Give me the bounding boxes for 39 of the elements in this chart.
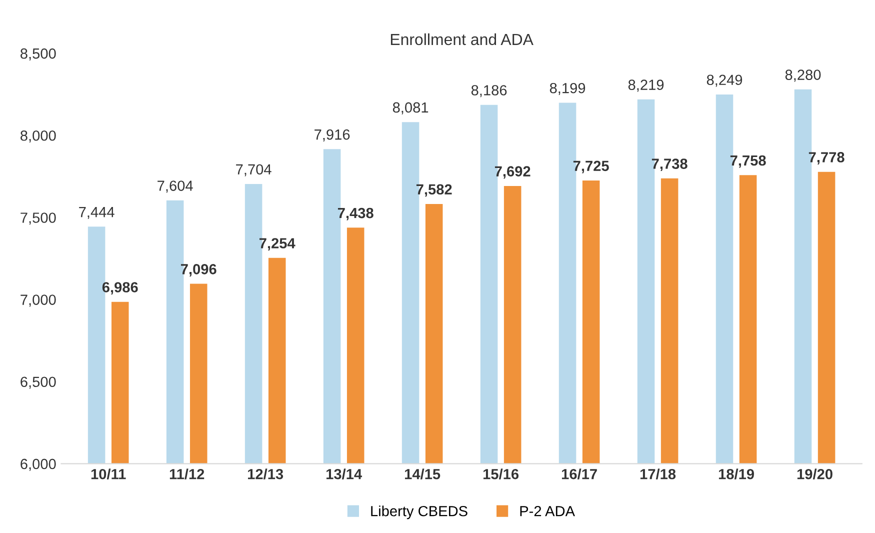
legend-label: Liberty CBEDS	[371, 506, 468, 520]
y-tick-label: 8,500	[20, 48, 56, 60]
data-label: 8,199	[550, 82, 586, 95]
data-label: 7,582	[416, 184, 452, 197]
chart-title: Enrollment and ADA	[390, 33, 534, 46]
data-label: 7,438	[338, 208, 374, 220]
data-label: 7,725	[573, 160, 609, 174]
data-label: 7,758	[730, 155, 766, 168]
y-tick-label: 6,000	[20, 458, 56, 471]
x-tick-label: 12/13	[248, 468, 284, 480]
data-label: 7,254	[259, 238, 296, 251]
y-tick-label: 6,500	[20, 376, 56, 389]
data-label: 8,219	[628, 80, 664, 92]
legend-label: P-2 ADA	[520, 506, 575, 516]
data-label: 7,916	[314, 129, 350, 142]
x-tick-label: 14/15	[404, 468, 440, 480]
x-tick-label: 18/19	[718, 468, 754, 480]
data-label: 7,704	[236, 164, 272, 176]
data-label: 7,692	[494, 166, 530, 179]
x-tick-label: 11/12	[170, 468, 204, 480]
x-tick-label: 15/16	[483, 468, 519, 480]
data-label: 7,096	[180, 264, 216, 276]
y-tick-label: 7,500	[20, 212, 56, 225]
data-label: 7,738	[652, 158, 688, 172]
data-label: 6,986	[102, 282, 138, 295]
x-tick-label: 10/11	[91, 468, 126, 480]
data-label: 8,081	[392, 102, 428, 114]
data-label: 7,444	[79, 207, 114, 219]
y-tick-label: 7,000	[20, 294, 56, 307]
data-label: 8,249	[706, 74, 742, 87]
x-tick-label: 19/20	[797, 468, 832, 480]
data-label: 7,778	[808, 152, 844, 164]
x-tick-label: 16/17	[562, 468, 597, 480]
data-label: 8,280	[785, 70, 821, 82]
data-label: 7,604	[158, 180, 193, 193]
x-tick-label: 13/14	[326, 468, 362, 480]
data-label: 8,186	[471, 85, 507, 98]
x-tick-label: 17/18	[640, 468, 676, 480]
y-tick-label: 8,000	[20, 130, 56, 143]
